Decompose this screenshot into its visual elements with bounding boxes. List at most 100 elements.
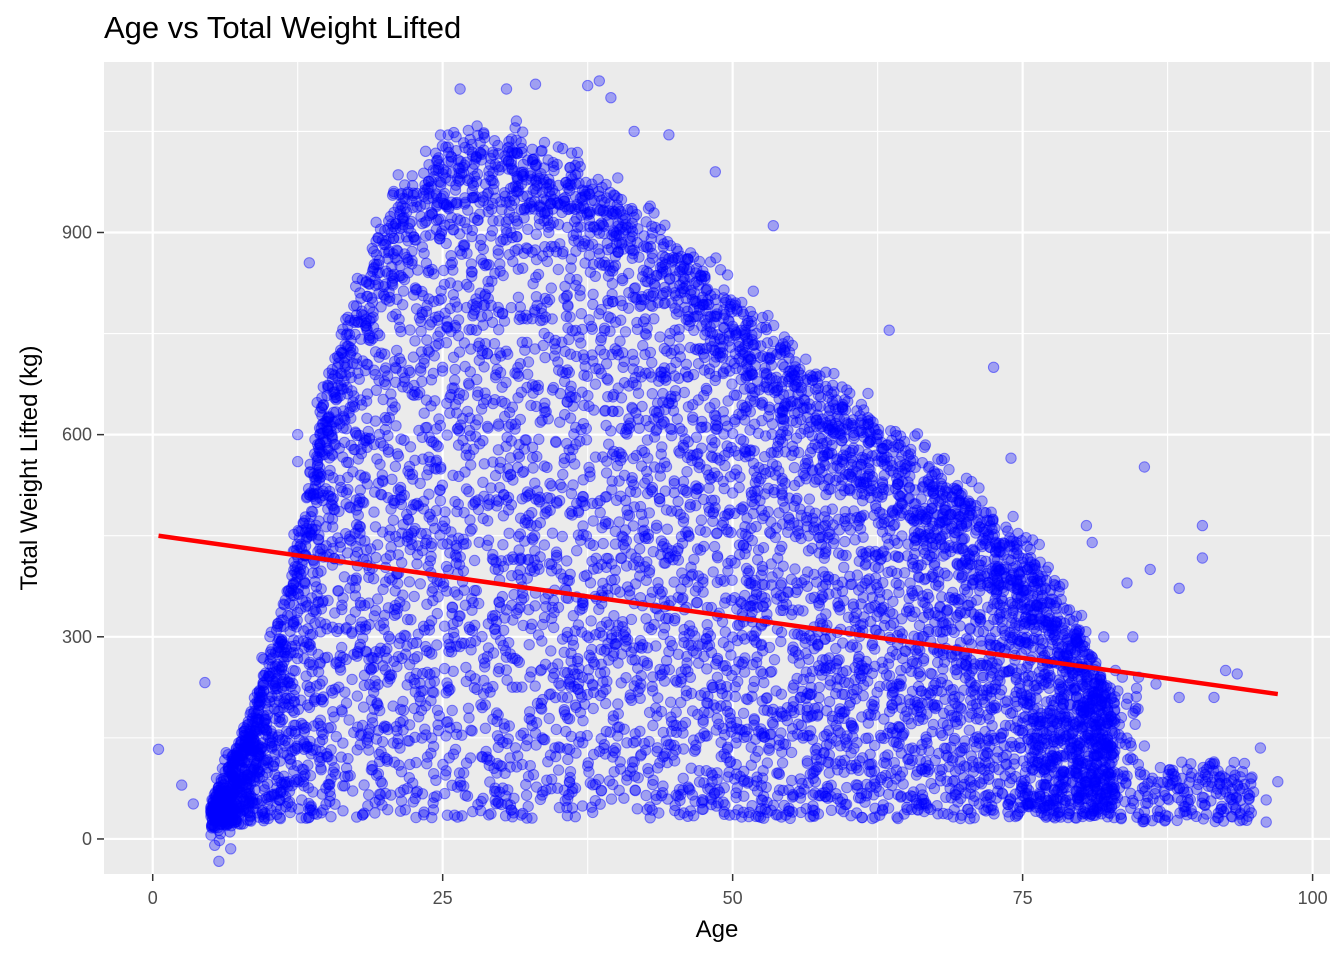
data-point [903,743,915,755]
data-point [700,382,712,395]
data-point [600,467,613,479]
data-point [371,453,383,465]
data-point [606,484,618,496]
data-point [408,590,420,603]
data-point [1085,734,1097,746]
data-point [788,628,800,640]
data-point [517,807,529,820]
data-point [609,583,621,595]
data-point [749,751,762,764]
data-point [476,630,488,643]
data-point [584,537,596,550]
data-point [615,314,627,326]
data-point [394,742,406,754]
data-point [327,406,340,418]
data-point [544,477,556,490]
data-point [716,687,728,700]
data-point [643,507,655,519]
data-point [492,418,505,430]
data-point [652,577,664,589]
data-point [775,635,787,648]
data-point [487,680,499,693]
data-point [874,809,886,821]
data-point [354,484,366,496]
data-point [394,321,406,333]
data-point [825,804,838,816]
data-point [830,642,842,655]
data-point [840,665,853,677]
data-point [587,288,599,300]
data-point [723,766,735,778]
data-point [522,800,534,813]
data-point [711,767,723,779]
data-point [468,682,481,694]
data-point [668,576,680,588]
data-point [403,576,416,588]
data-point [689,343,702,355]
data-point [658,664,671,676]
data-point [417,290,429,302]
data-point [839,506,851,518]
data-point [718,575,730,587]
data-point [600,419,612,432]
data-point [583,314,595,326]
data-point [381,755,393,767]
data-point [634,500,647,513]
data-point [407,473,419,485]
data-point [349,550,362,563]
data-point [465,644,477,656]
data-point [1049,600,1061,612]
data-point [777,495,789,507]
data-point [857,679,870,691]
data-point [408,231,420,243]
data-point [524,760,536,772]
data-point [901,550,913,562]
data-point [684,341,696,354]
data-point [550,723,562,736]
data-point [739,652,751,664]
data-point [792,628,804,640]
data-point [661,523,673,535]
data-point [328,711,340,723]
data-point [1082,691,1094,703]
data-point [491,730,504,742]
data-point [382,676,394,688]
data-point [447,469,459,481]
data-point [554,478,566,491]
data-point [589,378,602,390]
data-point [451,505,463,518]
data-point [669,799,681,812]
data-point [550,549,563,561]
data-point [411,651,423,663]
data-point [530,253,543,266]
data-point [611,345,623,357]
data-point [315,762,327,774]
data-point [751,785,764,797]
data-point [974,609,986,621]
data-point [1105,749,1118,761]
data-point [805,592,817,605]
data-point [502,348,514,360]
data-point [730,737,742,749]
data-point [460,278,473,291]
data-point [801,755,813,767]
data-point [421,666,433,678]
major-gridlines [104,62,1330,874]
data-point [447,748,460,760]
data-point [752,544,765,556]
data-point [838,561,850,573]
data-point [340,697,353,709]
data-point [831,654,844,667]
data-point [688,553,700,566]
data-point [448,626,460,639]
data-point [485,230,497,242]
data-point [690,431,703,443]
data-point [379,411,391,424]
data-point [387,494,399,506]
data-point [788,479,801,492]
data-point [426,732,438,744]
data-point [845,471,858,483]
data-point [738,765,750,777]
data-point [427,367,440,379]
data-point [753,462,765,474]
